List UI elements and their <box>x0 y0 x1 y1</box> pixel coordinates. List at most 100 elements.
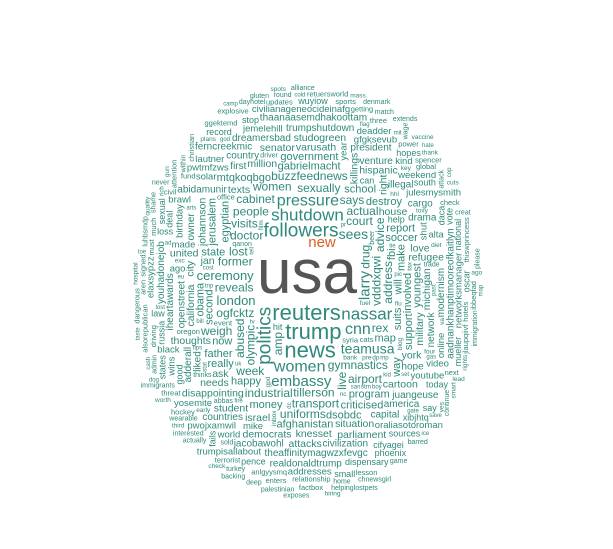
word-ad: ad <box>165 241 172 247</box>
word-san: san <box>351 385 361 391</box>
word-immigration: immigration <box>472 310 479 346</box>
word-says: says <box>340 193 365 207</box>
word-vdddxqwi: vdddxqwi <box>370 256 384 306</box>
word-driving: driving <box>149 325 158 347</box>
word-cabinet: cabinet <box>236 192 275 206</box>
word-cnn: cnn <box>345 321 371 338</box>
word-spots: spots <box>271 86 287 93</box>
word-dsobdc: dsobdc <box>326 409 362 421</box>
word-oraliasotoroman: oraliasotoroman <box>375 420 443 431</box>
word-global: global <box>416 162 436 171</box>
word-sources: sources <box>389 428 421 438</box>
word-yes: yes <box>438 401 445 412</box>
word-stop: stop <box>242 115 259 125</box>
word-lead: lead <box>452 376 465 383</box>
word-home: home <box>333 479 351 486</box>
accent-word: new <box>308 234 336 251</box>
word-trip: trip <box>205 283 214 289</box>
word-attack: attack <box>439 169 446 188</box>
word-hopes: hopes <box>396 148 421 158</box>
word-pence: pence <box>241 456 266 466</box>
word-followers: followers <box>264 220 339 241</box>
word-shame: shame <box>151 192 158 213</box>
word-report: report <box>386 222 415 234</box>
word-deep: deep <box>246 480 262 487</box>
word-aren: aren <box>139 280 148 295</box>
word-rich: rich <box>159 186 165 196</box>
word-god: god <box>220 137 230 143</box>
word-hhl: hhl <box>390 191 399 198</box>
word-explosive: explosive <box>217 107 248 116</box>
word-states: states <box>158 355 168 380</box>
word-nc: nc <box>340 391 348 398</box>
word-student: student <box>214 402 249 414</box>
word-getting: getting <box>351 104 374 113</box>
word-help: help <box>388 214 405 224</box>
word-pressure: pressure <box>277 193 339 210</box>
word-egyptian: egyptian <box>219 201 231 243</box>
word-gymnastics: gymnastics <box>328 358 388 372</box>
word-check: check <box>208 463 226 470</box>
word-birthday: birthday <box>175 204 186 238</box>
word-office: office <box>217 193 235 202</box>
word-hockey: hockey <box>171 407 195 416</box>
word-reveals: reveals <box>215 280 254 294</box>
word-deadder: deadder <box>357 126 392 137</box>
word-pr: pr <box>341 223 346 229</box>
word-smart: smart <box>451 382 458 398</box>
word-johannson: johannson <box>197 197 209 247</box>
word-address: address <box>381 261 395 304</box>
word-civil: civil <box>164 188 177 197</box>
word-ceremony: ceremony <box>197 268 255 283</box>
word-boy: boy <box>372 385 382 391</box>
word-really: really <box>208 358 235 370</box>
word-cats: cats <box>360 335 374 344</box>
word-news: news <box>284 338 335 363</box>
word-capital: capital <box>371 410 400 421</box>
word-fbi: fbi <box>386 248 398 260</box>
word-toe: toe <box>138 249 147 255</box>
word-south: south <box>414 178 436 188</box>
word-weigh: weigh <box>200 324 232 338</box>
word-gfgksevub: gfgksevub <box>354 134 397 145</box>
word-anlgyysmq: anlgyysmq <box>251 468 287 477</box>
word-youtube: youtube <box>411 371 445 382</box>
word-admin: admin <box>152 355 159 374</box>
word-tell: tell <box>249 247 255 255</box>
word-oscar: oscar <box>461 270 471 292</box>
word-obama: obama <box>195 282 207 317</box>
word-advice: advice <box>373 217 387 252</box>
word-thiswprincess: thiswprincess <box>462 217 471 262</box>
word-lost: lost <box>156 305 166 311</box>
word-dc: dc <box>287 402 293 408</box>
word-thinks: thinks <box>193 372 212 379</box>
word-visits: visits <box>231 217 258 231</box>
word-daca: daca <box>437 206 447 226</box>
word-people: people <box>233 204 269 218</box>
word-juangeuse: juangeuse <box>391 390 439 401</box>
word-texts: texts <box>228 184 250 196</box>
word-retuersworld: retuersworld <box>307 90 348 99</box>
word-live: live <box>335 371 349 389</box>
word-rex: rex <box>372 321 389 335</box>
word-world: world <box>217 430 241 441</box>
word-york: york <box>402 349 423 361</box>
word-reuters: reuters <box>272 300 340 325</box>
word-illegal: illegal <box>388 180 414 191</box>
word-christian: christian <box>187 134 196 162</box>
word-jacobawohl: jacobawohl <box>233 438 284 449</box>
word-pwojxamwil: pwojxamwil <box>187 420 236 431</box>
word-stat: stat <box>203 362 209 372</box>
word-senator: senator <box>260 142 296 154</box>
word-shut: shut <box>419 222 430 240</box>
word-rights: rights <box>462 354 469 371</box>
word-involved: involved <box>402 273 414 313</box>
word-russia: russia <box>156 321 166 345</box>
word-exc: exc <box>175 258 186 265</box>
word-ago: ago <box>471 270 482 277</box>
word-video: video <box>426 359 449 370</box>
word-sexually: sexually <box>297 181 340 195</box>
word-chnewsgirl: chnewsgirl <box>358 477 392 484</box>
word-sexual: sexual <box>157 198 167 224</box>
